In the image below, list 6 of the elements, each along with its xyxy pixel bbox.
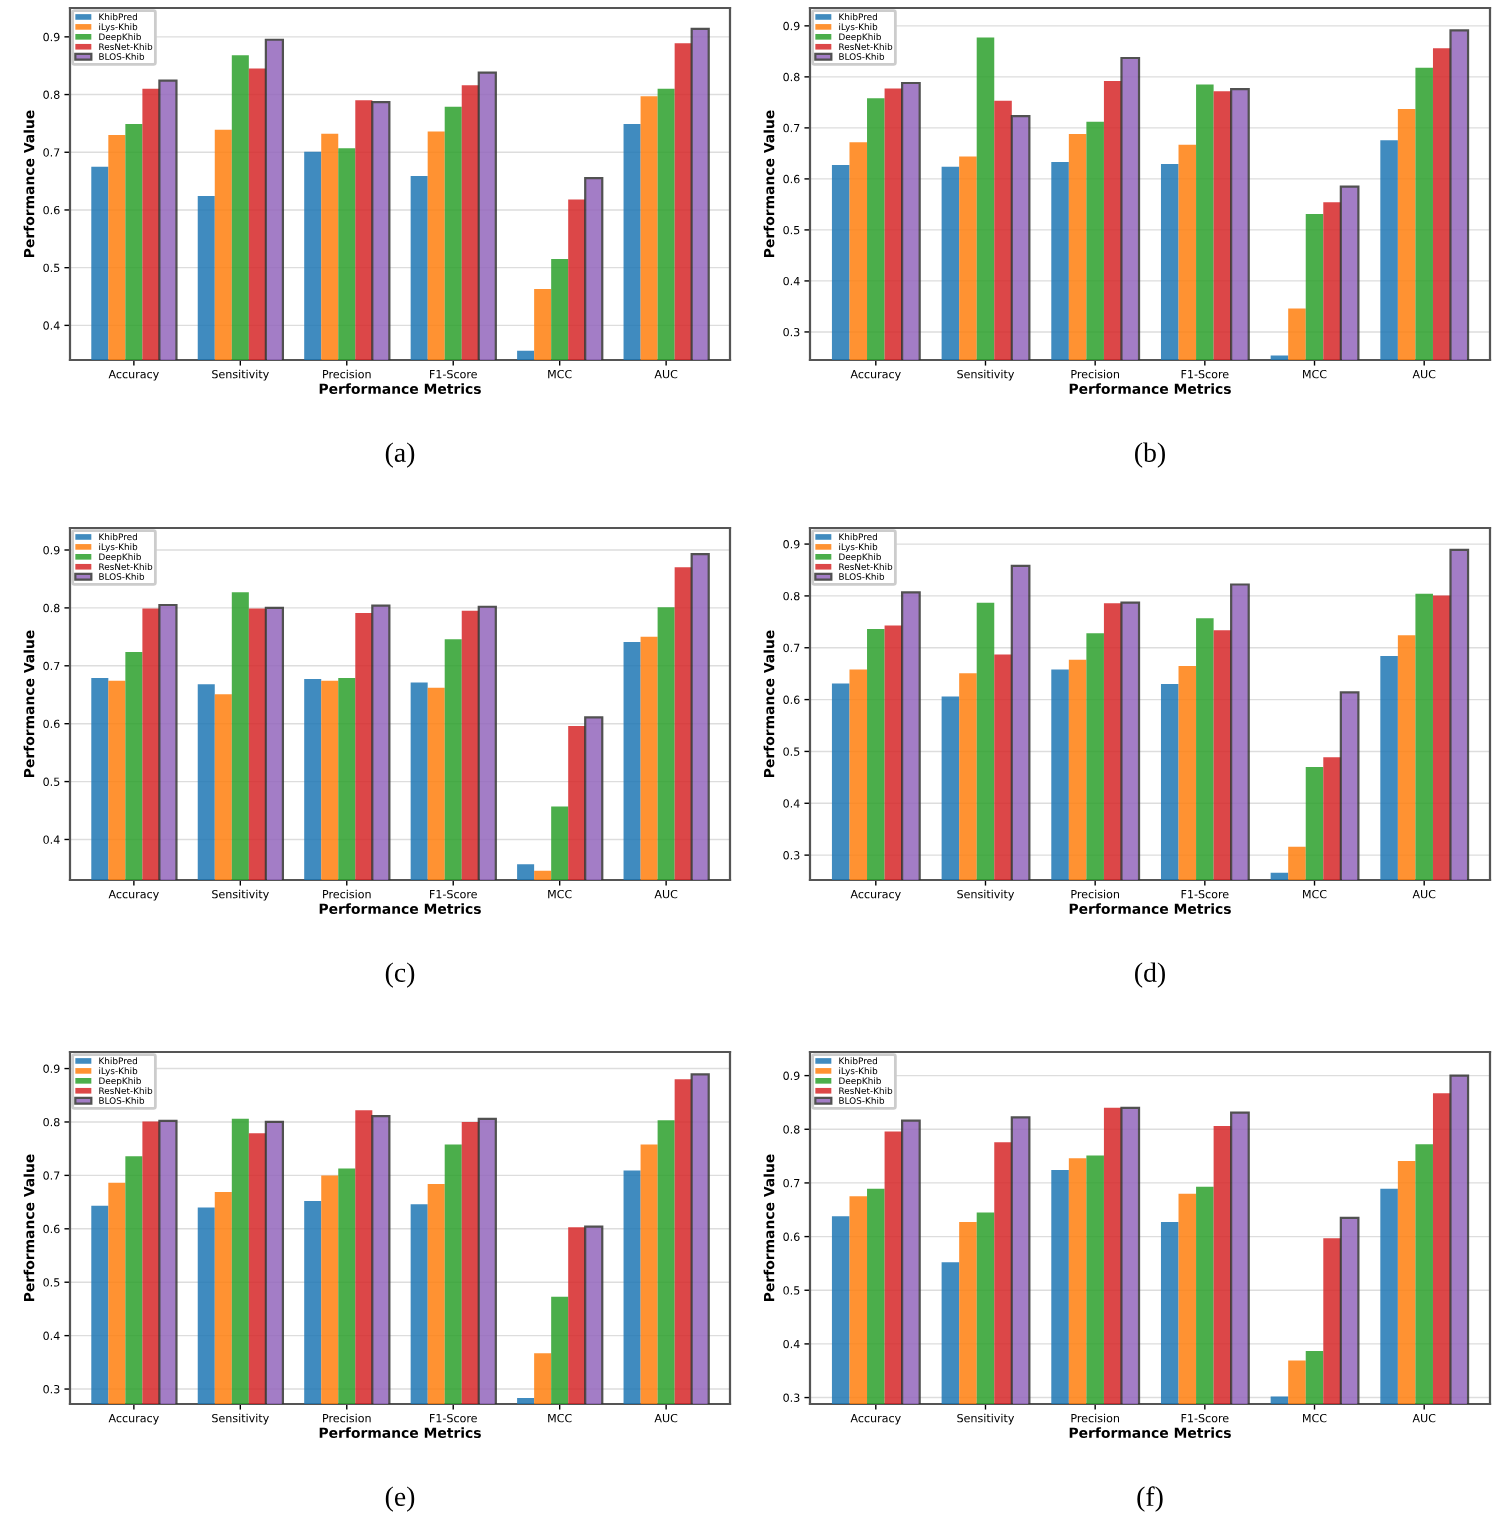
text: (a) bbox=[385, 442, 415, 468]
text: (e) bbox=[385, 1486, 415, 1512]
text: (c) bbox=[385, 962, 415, 988]
text: (f) bbox=[1137, 1486, 1163, 1512]
text: (b) bbox=[1135, 442, 1165, 468]
text: (d) bbox=[1135, 962, 1165, 988]
